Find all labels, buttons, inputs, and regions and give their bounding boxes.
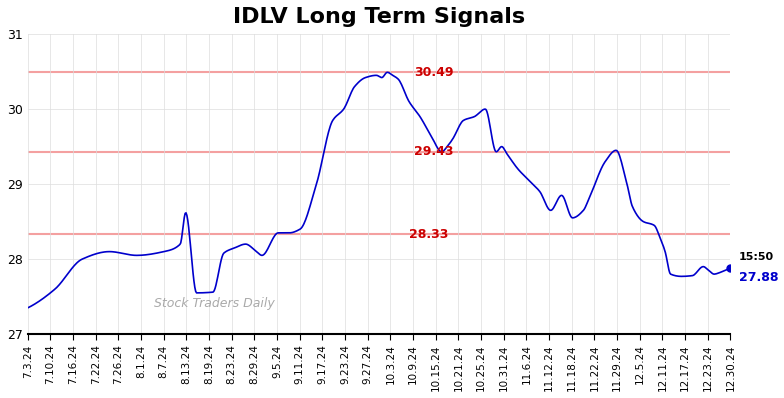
Text: 29.43: 29.43 — [415, 145, 454, 158]
Title: IDLV Long Term Signals: IDLV Long Term Signals — [233, 7, 525, 27]
Text: 27.88: 27.88 — [739, 271, 779, 284]
Text: 30.49: 30.49 — [415, 66, 454, 79]
Text: 15:50: 15:50 — [739, 252, 774, 262]
Text: 28.33: 28.33 — [409, 228, 448, 241]
Text: Stock Traders Daily: Stock Traders Daily — [154, 297, 275, 310]
